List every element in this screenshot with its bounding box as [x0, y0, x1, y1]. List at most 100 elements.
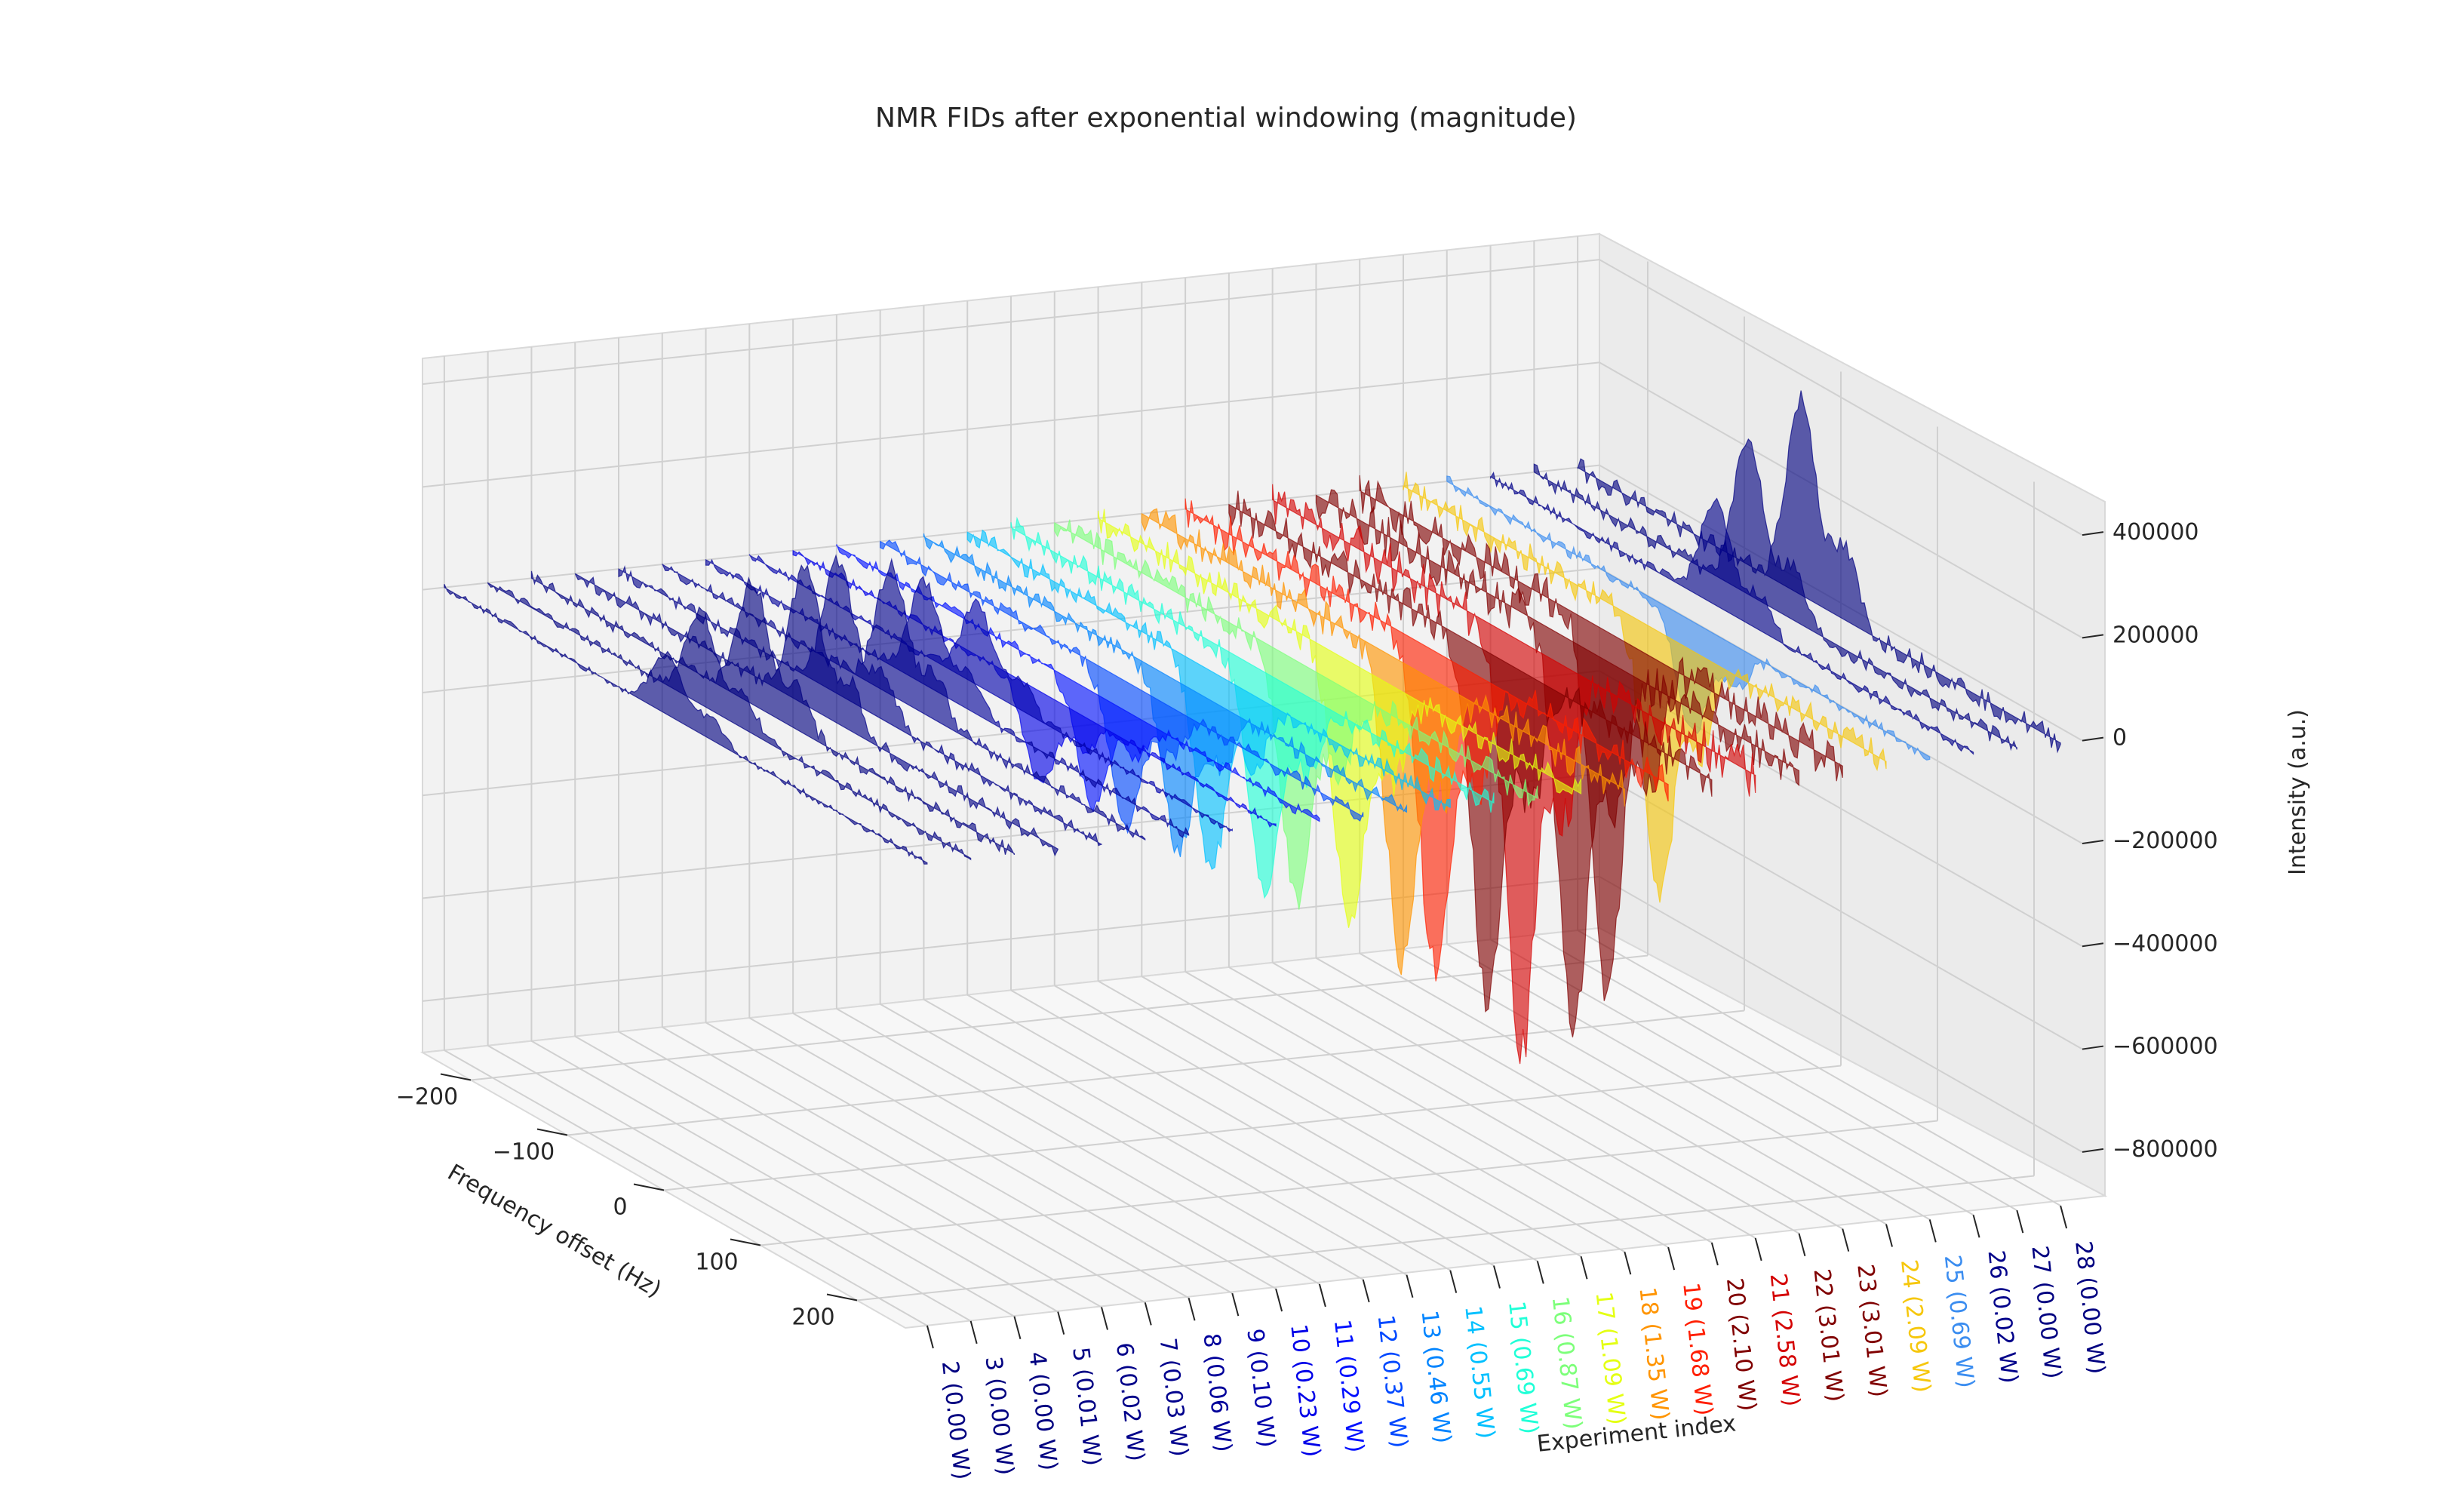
y-tick-label: 13 (0.46 W)	[1415, 1309, 1455, 1445]
y-tick-mark	[1362, 1279, 1370, 1303]
floor-gridline	[567, 1010, 1745, 1136]
z-tick-mark	[2082, 531, 2104, 536]
x-tick-label: −200	[396, 1084, 458, 1111]
y-tick-mark	[1580, 1256, 1588, 1280]
y-tick-label: 12 (0.37 W)	[1372, 1314, 1412, 1449]
y-tick-mark	[1754, 1237, 1762, 1262]
y-tick-mark	[1318, 1283, 1326, 1308]
z-axis-label: Intensity (a.u.)	[2285, 709, 2311, 875]
y-tick-label: 2 (0.00 W)	[936, 1360, 975, 1481]
y-tick-label: 20 (2.10 W)	[1721, 1277, 1761, 1412]
y-tick-mark	[1493, 1265, 1501, 1289]
y-tick-mark	[1928, 1219, 1937, 1243]
y-tick-mark	[1710, 1242, 1719, 1266]
side-gridline-horizontal	[1599, 259, 2083, 536]
spectrum-series-10	[792, 549, 1277, 828]
z-tick-mark	[2082, 839, 2104, 844]
z-tick-mark	[2082, 736, 2104, 742]
side-gridline-horizontal	[1599, 773, 2083, 1050]
spectrum-series-7	[662, 558, 1146, 841]
y-tick-label: 3 (0.00 W)	[980, 1355, 1019, 1477]
y-tick-mark	[2060, 1205, 2068, 1229]
spectrum-series-28	[1577, 390, 2061, 754]
y-tick-label: 8 (0.06 W)	[1198, 1332, 1237, 1453]
z-tick-label: −800000	[2112, 1136, 2218, 1163]
spectrum-series-8	[705, 558, 1190, 838]
x-tick-label: −100	[493, 1139, 555, 1166]
y-tick-label: 7 (0.03 W)	[1154, 1337, 1193, 1458]
back-gridline-horizontal	[422, 259, 1600, 386]
y-tick-label: 5 (0.01 W)	[1067, 1346, 1105, 1467]
spectrum-series-2	[444, 584, 928, 865]
y-tick-mark	[1101, 1307, 1108, 1330]
y-tick-label: 18 (1.35 W)	[1633, 1286, 1673, 1421]
y-tick-mark	[1972, 1215, 1980, 1238]
y-tick-label: 16 (0.87 W)	[1547, 1295, 1587, 1431]
floor-gridline	[663, 1065, 1842, 1191]
y-tick-mark	[1798, 1233, 1806, 1256]
y-tick-mark	[969, 1320, 978, 1345]
y-tick-label: 15 (0.69 W)	[1503, 1300, 1543, 1436]
x-tick-mark	[440, 1073, 472, 1081]
floor-gridline	[470, 954, 1648, 1081]
spectrum-series-27	[1533, 438, 2017, 751]
back-gridline-horizontal	[422, 567, 1600, 693]
z-tick-label: 400000	[2112, 519, 2199, 545]
y-tick-label: 17 (1.09 W)	[1590, 1290, 1630, 1426]
z-tick-label: −400000	[2112, 930, 2218, 957]
y-tick-label: 19 (1.68 W)	[1677, 1281, 1717, 1417]
y-tick-mark	[2016, 1209, 2024, 1234]
x-tick-mark	[730, 1238, 761, 1246]
x-tick-mark	[536, 1128, 568, 1136]
x-axis-label: Frequency offset (Hz)	[443, 1159, 665, 1303]
y-tick-mark	[1885, 1224, 1893, 1247]
x-tick-mark	[633, 1183, 665, 1191]
side-gridline-horizontal	[1599, 875, 2083, 1153]
spectrum-series-13	[923, 533, 1408, 858]
z-tick-label: −600000	[2112, 1034, 2218, 1060]
y-tick-mark	[1842, 1228, 1850, 1252]
y-tick-label: 21 (2.58 W)	[1765, 1272, 1805, 1408]
floor-gridline	[856, 1175, 2035, 1301]
x-tick-label: 100	[695, 1249, 738, 1276]
floor-gridline	[760, 1120, 1938, 1246]
z-tick-label: −200000	[2112, 828, 2218, 854]
z-tick-mark	[2082, 942, 2104, 948]
y-tick-mark	[1449, 1270, 1458, 1293]
y-tick-mark	[1057, 1311, 1065, 1335]
y-tick-mark	[1188, 1298, 1196, 1321]
y-tick-mark	[1013, 1316, 1022, 1339]
z-tick-mark	[2082, 1148, 2104, 1153]
z-tick-label: 200000	[2112, 622, 2199, 648]
y-tick-mark	[1231, 1292, 1240, 1317]
y-tick-mark	[1406, 1274, 1414, 1298]
spectrum-series-3	[487, 582, 972, 861]
y-tick-label: 14 (0.55 W)	[1459, 1305, 1499, 1440]
y-tick-mark	[1275, 1288, 1283, 1312]
y-tick-label: 4 (0.00 W)	[1023, 1351, 1062, 1472]
spectrum-series-26	[1489, 471, 1974, 755]
y-tick-label: 10 (0.23 W)	[1285, 1323, 1325, 1458]
z-tick-label: 0	[2112, 725, 2127, 751]
spectrum-series-12	[880, 539, 1364, 834]
y-tick-mark	[1667, 1246, 1676, 1271]
y-tick-label: 6 (0.02 W)	[1111, 1341, 1149, 1463]
y-tick-label: 25 (0.69 W)	[1939, 1254, 1979, 1390]
x-tick-label: 0	[613, 1194, 627, 1221]
x-tick-label: 200	[791, 1305, 834, 1331]
floor-pane	[419, 927, 2108, 1329]
y-tick-label: 26 (0.02 W)	[1983, 1249, 2023, 1384]
y-tick-mark	[926, 1325, 934, 1349]
z-tick-mark	[2082, 1045, 2104, 1050]
y-tick-mark	[1144, 1302, 1152, 1326]
grid-lines	[422, 236, 2083, 1326]
axis-ticks: −200 −100 0 100 200 2 (0.00 W) 3 (0.00 W) 4 (0.…	[396, 519, 2218, 1481]
z-tick-mark	[2082, 634, 2104, 639]
side-gridline-horizontal	[1599, 361, 2083, 639]
spectrum-series-4	[530, 570, 1016, 856]
chart-title: NMR FIDs after exponential windowing (ma…	[875, 103, 1577, 134]
y-tick-label: 28 (0.00 W)	[2069, 1240, 2109, 1375]
y-tick-label: 11 (0.29 W)	[1329, 1318, 1369, 1454]
